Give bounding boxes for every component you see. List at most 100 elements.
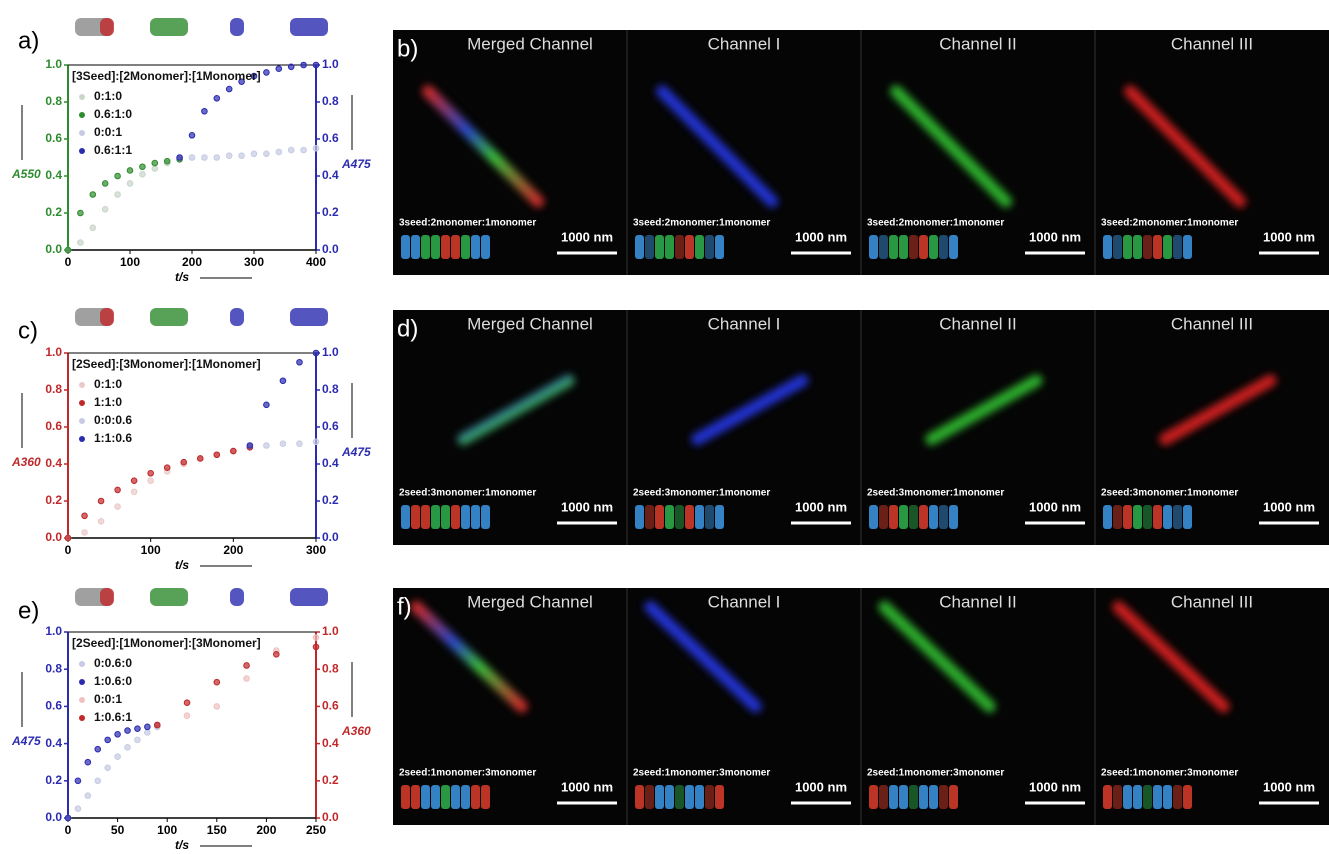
data-point — [296, 440, 303, 447]
data-point — [188, 154, 196, 161]
coil — [715, 785, 724, 809]
x-tick-label: 100 — [157, 823, 177, 837]
coil — [949, 235, 958, 259]
data-point — [114, 172, 121, 180]
coil — [461, 785, 470, 809]
coil — [705, 235, 714, 259]
coil — [411, 235, 420, 259]
coil — [431, 785, 440, 809]
x-axis-label: t/s — [175, 558, 189, 572]
legend-title: [2Seed]:[3Monomer]:[1Monomer] — [72, 357, 261, 371]
coil — [675, 505, 684, 529]
coil — [1173, 505, 1182, 529]
coil — [1113, 505, 1122, 529]
data-point — [183, 699, 191, 706]
scale-bar-label: 1000 nm — [561, 779, 613, 794]
ratio-label: 2seed:3monomer:1monomer — [633, 488, 770, 499]
y-tick-label: 0.6 — [45, 699, 62, 713]
coil — [695, 785, 704, 809]
coil — [909, 505, 918, 529]
coil — [401, 235, 410, 259]
coil — [879, 785, 888, 809]
ratio-label: 2seed:3monomer:1monomer — [399, 488, 536, 499]
data-point — [147, 469, 154, 477]
panel-label: b) — [397, 35, 418, 62]
legend-marker — [79, 148, 85, 154]
coil — [481, 785, 490, 809]
icon — [230, 308, 244, 326]
data-point — [81, 529, 88, 536]
y2-tick-label: 0.8 — [322, 661, 339, 675]
data-point — [188, 132, 196, 139]
legend-label: 0:0:0.6 — [94, 413, 132, 427]
data-point — [77, 239, 84, 246]
y-tick-label: 0.0 — [45, 242, 62, 256]
channel-title: Channel I — [708, 34, 781, 53]
y-tick-label: 0.4 — [45, 456, 62, 470]
legend-marker — [79, 436, 85, 442]
data-point — [74, 777, 82, 785]
coil — [1173, 785, 1182, 809]
coil — [1163, 505, 1172, 529]
coil — [705, 505, 714, 529]
data-point — [114, 503, 121, 510]
data-point — [312, 438, 320, 446]
icon — [290, 18, 328, 36]
coil — [1133, 505, 1142, 529]
coil — [635, 505, 644, 529]
icon — [150, 588, 188, 606]
y2-tick-label: 1.0 — [322, 345, 339, 359]
channel-title: Channel III — [1171, 314, 1253, 333]
data-point — [163, 464, 171, 472]
coil — [1113, 235, 1122, 259]
legend-label: 1:1:0 — [94, 395, 122, 409]
coil — [461, 505, 470, 529]
data-point — [263, 150, 270, 158]
data-point — [287, 63, 295, 71]
legend-marker — [79, 661, 85, 667]
scale-bar-label: 1000 nm — [795, 499, 847, 514]
y-tick-label: 0.8 — [45, 382, 62, 396]
coil — [929, 785, 938, 809]
data-point — [134, 725, 141, 733]
x-tick-label: 100 — [141, 543, 161, 557]
legend-label: 1:0.6:0 — [94, 674, 132, 688]
data-point — [243, 662, 250, 669]
legend-marker — [79, 697, 85, 703]
channel-title: Channel I — [708, 592, 781, 611]
y2-tick-label: 0.0 — [322, 810, 339, 824]
data-point — [64, 814, 72, 822]
coil — [939, 785, 948, 809]
fiber — [878, 600, 996, 713]
coil — [909, 235, 918, 259]
data-point — [114, 191, 121, 198]
data-point — [89, 224, 97, 232]
coil — [471, 235, 480, 259]
legend-label: 1:0.6:1 — [94, 710, 132, 724]
fiber — [1124, 85, 1247, 208]
data-point — [263, 69, 270, 76]
legend-marker — [79, 130, 85, 136]
coil — [1123, 235, 1132, 259]
coil — [665, 785, 674, 809]
y-tick-label: 0.4 — [45, 168, 62, 182]
coil — [715, 505, 724, 529]
icon — [150, 308, 188, 326]
ratio-label: 2seed:1monomer:3monomer — [867, 768, 1004, 779]
coil — [471, 505, 480, 529]
coil — [1103, 785, 1112, 809]
legend-label: 1:1:0.6 — [94, 431, 132, 445]
panel-label: d) — [397, 315, 418, 342]
data-point — [124, 727, 131, 734]
data-point — [196, 455, 204, 462]
coil — [869, 505, 878, 529]
coil — [899, 235, 908, 259]
fiber — [691, 374, 809, 446]
scale-bar-label: 1000 nm — [1029, 779, 1081, 794]
coil — [451, 235, 460, 259]
data-point — [64, 246, 72, 254]
coil — [1173, 235, 1182, 259]
y2-tick-label: 0.6 — [322, 699, 339, 713]
data-point — [238, 152, 245, 159]
coil — [879, 505, 888, 529]
